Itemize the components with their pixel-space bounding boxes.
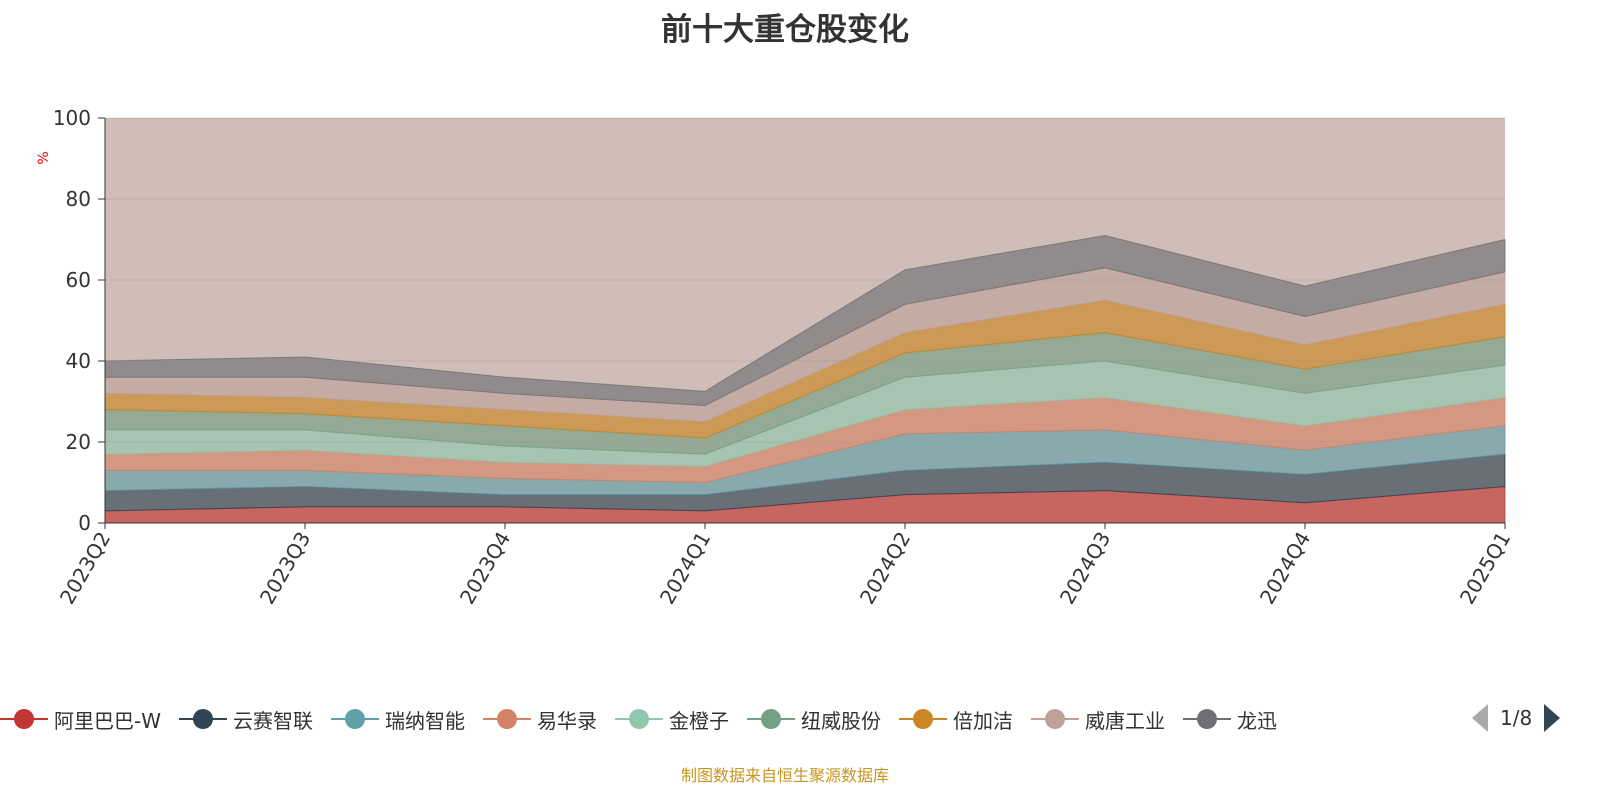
legend-label: 威唐工业 [1085,708,1165,733]
source-note: 制图数据来自恒生聚源数据库 [680,766,889,785]
legend-label: 倍加洁 [953,708,1013,733]
legend: 阿里巴巴-W 云赛智联 瑞纳智能 易华录 金橙子 纽威股份 倍加洁 威唐工业 龙迅 [0,704,1295,734]
legend-label: 阿里巴巴-W [54,708,161,733]
legend-marker-icon [483,707,531,731]
y-tick-label: 20 [66,430,91,454]
x-tick-label: 2023Q4 [455,528,515,609]
legend-label: 龙迅 [1237,708,1277,733]
legend-marker-icon [1031,707,1079,731]
chart-title: 前十大重仓股变化 [661,12,909,48]
y-axis-label: % [36,151,52,164]
x-tick-label: 2025Q1 [1455,528,1515,609]
legend-label: 纽威股份 [801,708,881,733]
legend-prev-page-icon[interactable] [1472,704,1488,732]
stacked-area-chart: 0 20 40 60 80 100 2023Q2 2023Q3 2023Q4 2024Q1 2024… [36,106,1515,609]
legend-label: 云赛智联 [233,708,313,733]
legend-marker-icon [615,707,663,731]
legend-marker-icon [179,707,227,731]
y-tick-label: 40 [66,349,91,373]
legend-pager: 1/8 [1472,704,1561,732]
legend-next-page-icon[interactable] [1544,704,1561,732]
area-series-8 [104,234,1506,407]
legend-marker-icon [1183,707,1231,731]
legend-marker-icon [331,707,379,731]
legend-label: 瑞纳智能 [385,708,465,733]
y-tick-label: 80 [66,187,91,211]
legend-marker-icon [0,707,48,731]
legend-item[interactable]: 云赛智联 [179,705,313,734]
legend-item[interactable]: 纽威股份 [747,705,881,734]
legend-item[interactable]: 瑞纳智能 [331,705,465,734]
x-tick-label: 2024Q3 [1055,528,1115,609]
legend-marker-icon [747,707,795,731]
x-tick-label: 2023Q2 [55,528,115,609]
legend-marker-icon [899,707,947,731]
y-tick-label: 100 [53,106,91,130]
x-tick-label: 2024Q2 [855,528,915,609]
legend-item[interactable]: 威唐工业 [1031,705,1165,734]
legend-label: 金橙子 [669,708,729,733]
x-tick-label: 2024Q1 [655,528,715,609]
y-tick-label: 60 [66,268,91,292]
y-tick-label: 0 [78,511,91,535]
legend-label: 易华录 [537,708,597,733]
legend-item[interactable]: 金橙子 [615,705,729,734]
x-tick-label: 2024Q4 [1255,528,1315,609]
x-tick-label: 2023Q3 [255,528,315,609]
legend-item[interactable]: 易华录 [483,705,597,734]
legend-item[interactable]: 倍加洁 [899,705,1013,734]
legend-item[interactable]: 阿里巴巴-W [0,705,161,734]
legend-page-indicator: 1/8 [1500,706,1533,730]
legend-item[interactable]: 龙迅 [1183,705,1277,734]
